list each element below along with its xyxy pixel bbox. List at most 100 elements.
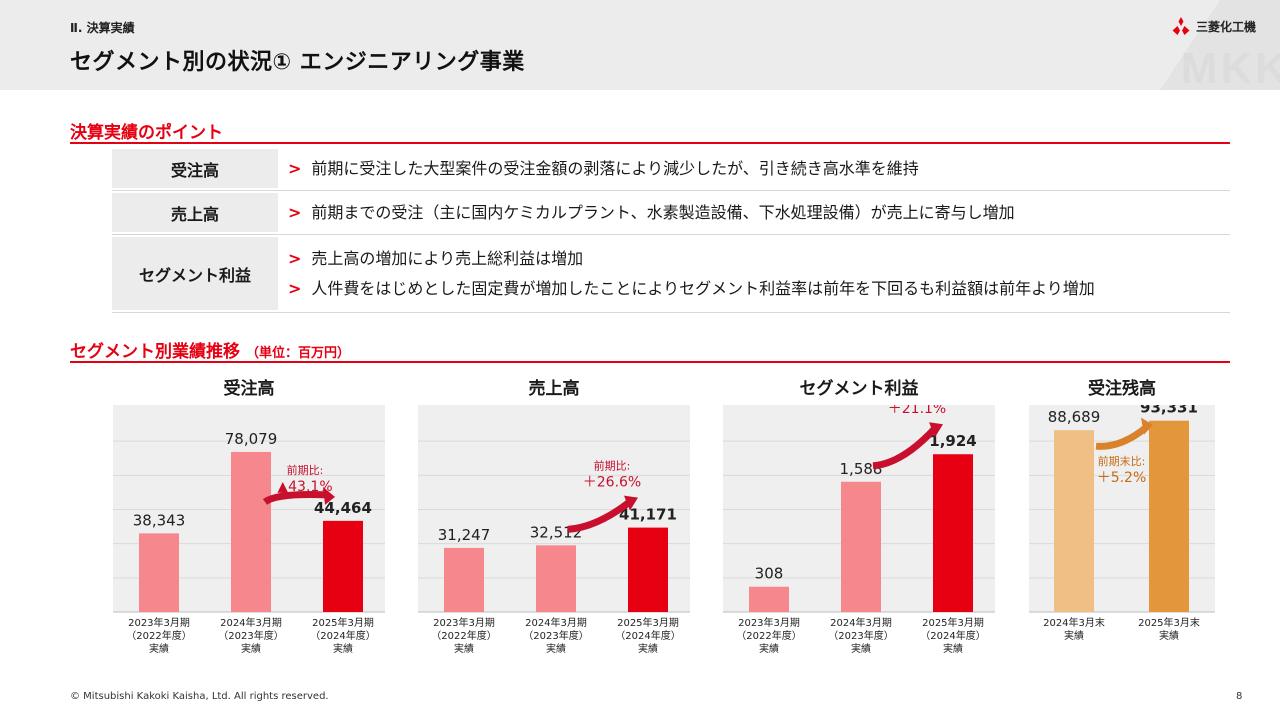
tick-label: 実績 bbox=[1159, 629, 1179, 642]
section-label: Ⅱ. 決算実績 bbox=[70, 21, 135, 35]
data-label: 88,689 bbox=[1048, 408, 1101, 426]
tick-label: 実績 bbox=[241, 642, 261, 655]
bullet-icon: > bbox=[288, 248, 302, 268]
bullet-icon: > bbox=[288, 278, 302, 298]
points-row-profit: セグメント利益 > 売上高の増加により売上総利益は増加 > 人件費をはじめとした固定… bbox=[112, 235, 1230, 313]
data-label: 1,588 bbox=[840, 460, 883, 478]
bar bbox=[749, 586, 789, 612]
tick-label: （2023年度） bbox=[218, 629, 283, 642]
data-label: 93,331 bbox=[1140, 405, 1198, 417]
data-label: 41,171 bbox=[619, 506, 677, 524]
tick-label: （2024年度） bbox=[615, 629, 680, 642]
tick-label: 2025年3月期 bbox=[922, 616, 984, 629]
tick-label: 実績 bbox=[759, 642, 779, 655]
data-label: 38,343 bbox=[133, 511, 186, 529]
data-label: 1,924 bbox=[929, 432, 976, 450]
annotation-label: 前期末比: bbox=[1098, 454, 1146, 468]
tick-label: 実績 bbox=[638, 642, 658, 655]
bar bbox=[1054, 430, 1094, 612]
bar bbox=[139, 533, 179, 612]
chart-sales: 31,2472023年3月期（2022年度）実績32,5122024年3月期（2… bbox=[418, 405, 690, 655]
charts-heading-rule bbox=[70, 361, 1230, 363]
brand-name: 三菱化工機 bbox=[1195, 19, 1256, 34]
charts-heading: セグメント別業績推移 （単位：百万円） bbox=[70, 342, 351, 362]
data-label: 44,464 bbox=[314, 499, 372, 517]
chart-title-orders: 受注高 bbox=[223, 379, 275, 399]
points-heading-rule bbox=[70, 142, 1230, 144]
tick-label: （2024年度） bbox=[310, 629, 375, 642]
points-label: セグメント利益 bbox=[112, 237, 278, 310]
tick-label: （2023年度） bbox=[828, 629, 893, 642]
chart-title-backlog: 受注残高 bbox=[1088, 379, 1156, 399]
tick-label: 実績 bbox=[1064, 629, 1084, 642]
tick-label: 実績 bbox=[943, 642, 963, 655]
annotation-value: ▲43.1% bbox=[277, 479, 332, 495]
bullet-icon: > bbox=[288, 202, 302, 222]
tick-label: 2023年3月期 bbox=[128, 616, 190, 629]
tick-label: （2024年度） bbox=[920, 629, 985, 642]
arrow-head-icon bbox=[929, 422, 943, 438]
tick-label: 実績 bbox=[149, 642, 169, 655]
data-label: 78,079 bbox=[225, 430, 278, 448]
header-decoration bbox=[1160, 0, 1280, 90]
trend-arrow-icon bbox=[872, 425, 938, 470]
tick-label: 2024年3月期 bbox=[220, 616, 282, 629]
points-line: > 人件費をはじめとした固定費が増加したことによりセグメント利益率は前年を下回るも… bbox=[286, 274, 1230, 304]
data-label: 31,247 bbox=[438, 526, 491, 544]
bar bbox=[1149, 420, 1189, 612]
data-label: 308 bbox=[755, 565, 784, 583]
points-label: 受注高 bbox=[112, 149, 278, 188]
bar bbox=[231, 451, 271, 612]
tick-label: 実績 bbox=[851, 642, 871, 655]
points-label: 売上高 bbox=[112, 193, 278, 232]
page-number: 8 bbox=[1236, 691, 1243, 702]
points-row-orders: 受注高 > 前期に受注した大型案件の受注金額の剥落により減少したが、引き続き高水準… bbox=[112, 147, 1230, 191]
unit-label: （単位：百万円） bbox=[246, 346, 351, 361]
bar bbox=[933, 454, 973, 612]
annotation-value: ＋26.6% bbox=[583, 475, 641, 491]
annotation-label: 前期比: bbox=[594, 459, 631, 473]
bar bbox=[444, 547, 484, 612]
arrow-head-icon bbox=[323, 486, 335, 505]
tick-label: （2023年度） bbox=[523, 629, 588, 642]
tick-label: 2025年3月期 bbox=[617, 616, 679, 629]
annotation-value: ＋5.2% bbox=[1097, 470, 1147, 486]
page-header: MKK Ⅱ. 決算実績 セグメント別の状況① エンジニアリング事業 三菱化工機 bbox=[0, 0, 1280, 90]
tick-label: 2025年3月末 bbox=[1138, 616, 1200, 629]
points-line: > 売上高の増加により売上総利益は増加 bbox=[286, 244, 1230, 274]
tick-label: （2022年度） bbox=[431, 629, 496, 642]
trend-arrow-icon bbox=[1095, 423, 1150, 450]
arrow-head-icon bbox=[624, 495, 638, 511]
tick-label: 実績 bbox=[333, 642, 353, 655]
arrow-head-icon bbox=[1141, 417, 1153, 435]
chart-title-profit: セグメント利益 bbox=[799, 379, 919, 399]
tick-label: 2023年3月期 bbox=[433, 616, 495, 629]
tick-label: （2022年度） bbox=[126, 629, 191, 642]
bar bbox=[841, 481, 881, 612]
three-diamonds-logo-icon bbox=[1172, 17, 1190, 35]
tick-label: 2024年3月期 bbox=[525, 616, 587, 629]
tick-label: 実績 bbox=[546, 642, 566, 655]
annotation-value: ＋21.1% bbox=[888, 405, 946, 417]
bar bbox=[536, 545, 576, 612]
page-title: セグメント別の状況① エンジニアリング事業 bbox=[70, 50, 525, 75]
tick-label: 2025年3月期 bbox=[312, 616, 374, 629]
chart-orders: 38,3432023年3月期（2022年度）実績78,0792024年3月期（2… bbox=[113, 405, 385, 655]
points-heading: 決算実績のポイント bbox=[70, 123, 223, 143]
brand-watermark: MKK bbox=[1180, 44, 1280, 90]
bar bbox=[323, 520, 363, 612]
tick-label: 2023年3月期 bbox=[738, 616, 800, 629]
tick-label: （2022年度） bbox=[736, 629, 801, 642]
points-line: > 前期に受注した大型案件の受注金額の剥落により減少したが、引き続き高水準を維持 bbox=[286, 154, 1230, 184]
points-line: > 前期までの受注（主に国内ケミカルプラント、水素製造設備、下水処理設備）が売上に… bbox=[286, 198, 1230, 228]
chart-segment-profit: 3082023年3月期（2022年度）実績1,5882024年3月期（2023年… bbox=[723, 405, 995, 655]
trend-arrow-icon bbox=[262, 491, 328, 505]
chart-title-sales: 売上高 bbox=[528, 379, 580, 399]
points-row-sales: 売上高 > 前期までの受注（主に国内ケミカルプラント、水素製造設備、下水処理設備）… bbox=[112, 191, 1230, 235]
tick-label: 2024年3月末 bbox=[1043, 616, 1105, 629]
tick-label: 2024年3月期 bbox=[830, 616, 892, 629]
bar bbox=[628, 527, 668, 612]
tick-label: 実績 bbox=[454, 642, 474, 655]
copyright: © Mitsubishi Kakoki Kaisha, Ltd. All rig… bbox=[70, 691, 329, 702]
